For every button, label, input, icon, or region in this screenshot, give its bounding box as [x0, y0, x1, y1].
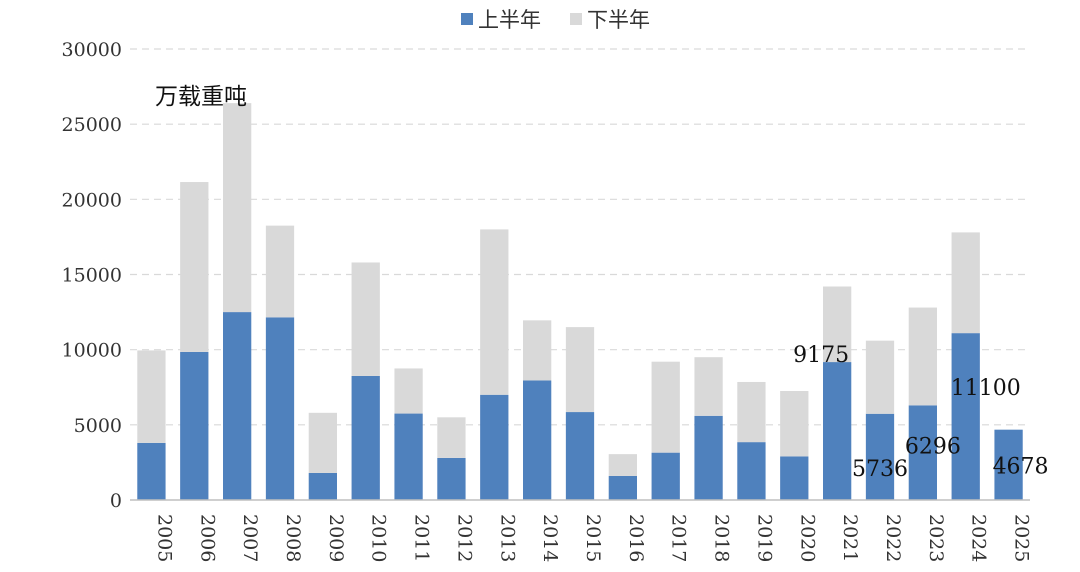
x-tick-label: 2025 — [1011, 514, 1033, 562]
bar-first-half-2020 — [780, 456, 809, 500]
x-tick-label: 2023 — [925, 514, 947, 562]
x-tick-label: 2014 — [539, 514, 561, 562]
x-tick-label: 2016 — [625, 514, 647, 562]
bar-second-half-2019 — [737, 381, 766, 443]
y-axis-tick-labels: 0 5000 10000 15000 20000 25000 30000 — [62, 39, 122, 512]
bar-second-half-2017 — [651, 361, 680, 453]
bar-first-half-2011 — [394, 413, 423, 500]
x-tick-label: 2005 — [153, 514, 175, 562]
bar-second-half-2022 — [865, 340, 895, 414]
bar-second-half-2005 — [137, 350, 166, 443]
bar-first-half-2024 — [951, 333, 980, 500]
bar-first-half-2019 — [737, 442, 766, 500]
bar-first-half-2017 — [651, 452, 680, 500]
bar-first-half-2025 — [994, 429, 1023, 500]
legend-swatch-first-half — [461, 13, 473, 25]
x-tick-label: 2015 — [582, 514, 604, 562]
x-tick-label: 2018 — [711, 514, 733, 562]
bar-first-half-2021 — [823, 362, 852, 500]
bar-second-half-2012 — [437, 417, 466, 458]
bar-second-half-2013 — [480, 229, 509, 395]
data-label-2023: 6296 — [905, 434, 961, 459]
bar-second-half-2018 — [694, 357, 723, 416]
bar-second-half-2024 — [951, 232, 980, 334]
legend-swatch-second-half — [570, 13, 582, 25]
bar-first-half-2005 — [137, 442, 166, 500]
bar-second-half-2006 — [180, 182, 209, 352]
bar-first-half-2018 — [694, 415, 723, 500]
bar-first-half-2023 — [908, 405, 937, 500]
data-label-2021: 9175 — [793, 343, 849, 368]
unit-label: 万载重吨 — [155, 84, 247, 110]
bar-second-half-2010 — [351, 262, 380, 376]
x-tick-label: 2007 — [239, 514, 261, 562]
y-tick-label: 20000 — [62, 189, 122, 211]
x-tick-label: 2010 — [368, 514, 390, 562]
y-tick-label: 25000 — [62, 114, 122, 136]
bar-second-half-2023 — [908, 307, 937, 406]
y-tick-label: 5000 — [74, 415, 122, 437]
bar-first-half-2006 — [180, 351, 209, 500]
legend-label-second-half: 下半年 — [587, 8, 650, 32]
bars — [137, 103, 1023, 500]
x-tick-label: 2017 — [668, 514, 690, 562]
bar-first-half-2008 — [265, 317, 295, 500]
bar-second-half-2007 — [223, 103, 252, 313]
legend: 上半年 下半年 — [461, 8, 650, 32]
bar-second-half-2014 — [523, 320, 552, 381]
x-tick-label: 2009 — [325, 514, 347, 562]
bar-second-half-2011 — [394, 368, 423, 414]
y-tick-label: 15000 — [62, 265, 122, 287]
x-tick-label: 2020 — [796, 514, 818, 562]
x-tick-label: 2008 — [282, 514, 304, 562]
bar-first-half-2016 — [608, 475, 637, 500]
bar-first-half-2022 — [865, 413, 895, 500]
y-tick-label: 0 — [110, 490, 122, 512]
data-label-2024: 11100 — [951, 376, 1021, 401]
bar-second-half-2016 — [608, 454, 637, 476]
legend-label-first-half: 上半年 — [478, 8, 541, 32]
bar-second-half-2020 — [780, 391, 809, 457]
x-tick-label: 2019 — [753, 514, 775, 562]
x-axis-tick-labels: 2005 2006 2007 2008 2009 2010 2011 2012 2013 2014… — [153, 514, 1032, 562]
bar-first-half-2012 — [437, 457, 466, 500]
bar-first-half-2009 — [308, 472, 337, 500]
y-tick-label: 30000 — [62, 39, 122, 61]
x-tick-label: 2022 — [882, 514, 904, 562]
x-tick-label: 2012 — [453, 514, 475, 562]
y-tick-label: 10000 — [62, 340, 122, 362]
x-tick-label: 2006 — [196, 514, 218, 562]
bar-first-half-2014 — [523, 380, 552, 500]
x-tick-label: 2024 — [968, 514, 990, 562]
bar-first-half-2013 — [480, 394, 509, 500]
data-label-2022: 5736 — [852, 457, 908, 482]
bar-first-half-2010 — [351, 375, 380, 500]
x-tick-label: 2011 — [411, 514, 433, 562]
data-label-2025: 4678 — [993, 455, 1049, 480]
bar-second-half-2009 — [308, 412, 337, 473]
bar-second-half-2021 — [823, 286, 852, 363]
bar-second-half-2015 — [565, 327, 595, 413]
bar-first-half-2007 — [223, 312, 252, 500]
x-tick-label: 2013 — [496, 514, 518, 562]
bar-second-half-2008 — [265, 225, 295, 318]
x-tick-label: 2021 — [839, 514, 861, 562]
bar-first-half-2015 — [565, 412, 595, 500]
